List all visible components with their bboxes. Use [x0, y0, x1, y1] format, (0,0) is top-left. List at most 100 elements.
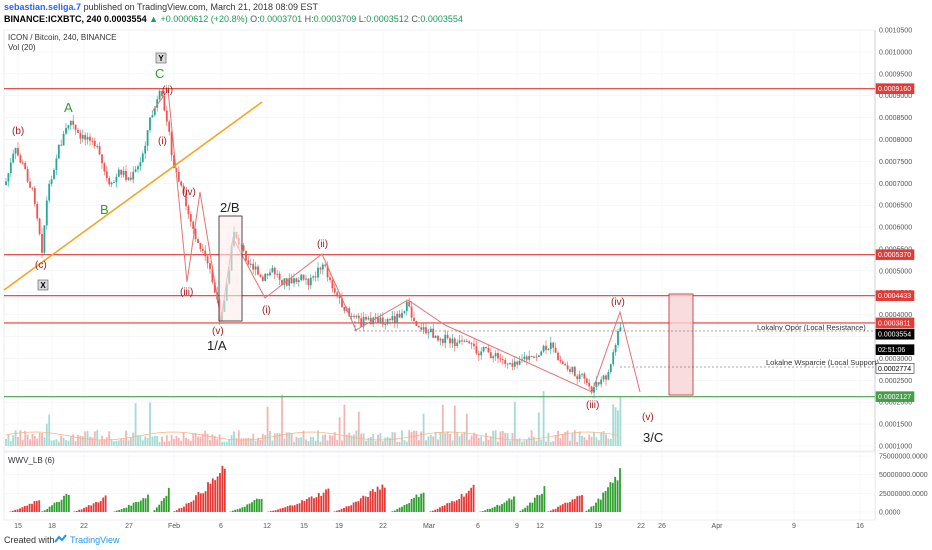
candle-body [264, 273, 267, 281]
wwv-bar [236, 509, 239, 512]
wwv-bar [197, 492, 200, 512]
wwv-bar [552, 509, 555, 512]
footer: Created with TradingView [0, 531, 932, 550]
candle-body [353, 316, 355, 318]
candle-body [72, 120, 75, 125]
wwv-bar [118, 509, 121, 512]
trendline[interactable] [3, 101, 263, 291]
wwv-bar [58, 501, 61, 512]
candle-body [422, 327, 425, 330]
wwv-bar [202, 493, 205, 512]
candle-body [182, 185, 185, 194]
volume-bar [521, 441, 523, 446]
tradingview-brand[interactable]: TradingView [70, 535, 120, 545]
wwv-bar [439, 507, 441, 512]
candle-body [429, 328, 432, 333]
box-2b[interactable] [218, 215, 243, 322]
volume-bar [329, 435, 331, 446]
candle-body [120, 169, 123, 175]
volume-bar [350, 435, 353, 446]
volume-bar [326, 440, 329, 446]
volume-bar [446, 431, 449, 446]
price-label-text: 0.0002127 [878, 394, 911, 401]
candle-body [48, 183, 51, 201]
candle-body [288, 278, 291, 286]
wwv-bar [611, 482, 614, 512]
wwv-bar [19, 508, 21, 512]
volume-bar [360, 433, 363, 446]
wwv-bar [369, 491, 372, 512]
wwv-bar [371, 489, 374, 512]
wwv-histogram [9, 465, 621, 512]
marker-y[interactable]: Y [155, 52, 167, 64]
marker-x[interactable]: X [37, 279, 49, 291]
time-axis[interactable]: 15 18 22 27 Feb 6 12 15 19 22 Mar 6 9 12 19 22 26 Apr 9 16 [14, 523, 864, 530]
volume-bar [429, 435, 432, 446]
wwv-bar [38, 500, 41, 512]
pane-title: ICON / Bitcoin, 240, BINANCE [8, 33, 116, 42]
created-with-text: Created with [4, 535, 55, 545]
candle-body [117, 169, 120, 177]
volume-bar [569, 440, 571, 446]
candle-body [614, 345, 617, 353]
volume-bar [389, 437, 391, 446]
time-tick: 6 [476, 523, 480, 530]
volume-bar [552, 441, 555, 446]
candle-body [12, 153, 15, 163]
chart-canvas[interactable]: Y X (b) A B C (c) (ii) (i) (iv) (iii) (v… [0, 0, 932, 531]
price-label-box [875, 317, 915, 329]
candle-body [321, 264, 324, 270]
author-link[interactable]: sebastian.seliga.7 [4, 2, 82, 12]
time-tick: 22 [379, 523, 387, 530]
volume-bar [348, 432, 351, 446]
volume-bar [518, 438, 521, 446]
candle-body [57, 144, 60, 159]
volume-bar [353, 434, 355, 446]
volume-bar [98, 439, 101, 446]
volume-bar [585, 439, 588, 446]
candle-body [362, 316, 365, 327]
volume-bar [189, 440, 192, 446]
volume-bar [158, 441, 161, 446]
volume-bar [89, 436, 91, 446]
volume-bar [26, 434, 29, 446]
wwv-bar [296, 504, 299, 512]
candle-body [338, 295, 341, 299]
wwv-bar [51, 505, 53, 512]
volume-bar [177, 437, 180, 446]
time-tick: 19 [335, 523, 343, 530]
candle-body [69, 120, 72, 126]
candle-body [513, 361, 516, 367]
volume-bar [151, 436, 154, 446]
candle-body [398, 313, 401, 318]
volume-bar [77, 434, 79, 446]
wwv-bar [543, 486, 546, 512]
volume-bar [168, 441, 171, 446]
target-box[interactable] [668, 293, 694, 396]
price-axis[interactable]: 0.00105000.00100000.00095000.00090000.00… [879, 28, 912, 451]
volume-bar [617, 410, 619, 446]
volume-bar [91, 437, 94, 446]
wave-2b-label: 2/B [220, 200, 240, 215]
wwv-bar [175, 510, 178, 512]
volume-bar [533, 436, 535, 446]
wwv-bar [448, 502, 451, 512]
candle-body [211, 269, 214, 283]
wwv-bar [557, 506, 559, 512]
wwv-bar [55, 502, 58, 512]
volume-bar [609, 438, 612, 446]
marker-y-label: Y [158, 54, 164, 63]
main-pane[interactable] [3, 29, 876, 452]
volume-bar [513, 401, 516, 446]
candle-body [134, 169, 137, 172]
wwv-bar [11, 510, 14, 512]
candle-body [177, 172, 180, 182]
candle-body [350, 316, 353, 318]
volume-bar [259, 439, 262, 446]
volume-bar [588, 434, 591, 446]
wwv-bar [519, 510, 522, 512]
wwv-bar [599, 499, 602, 512]
volume-bar [461, 433, 463, 446]
candle-body [357, 315, 360, 319]
wwv-bar [221, 465, 224, 512]
